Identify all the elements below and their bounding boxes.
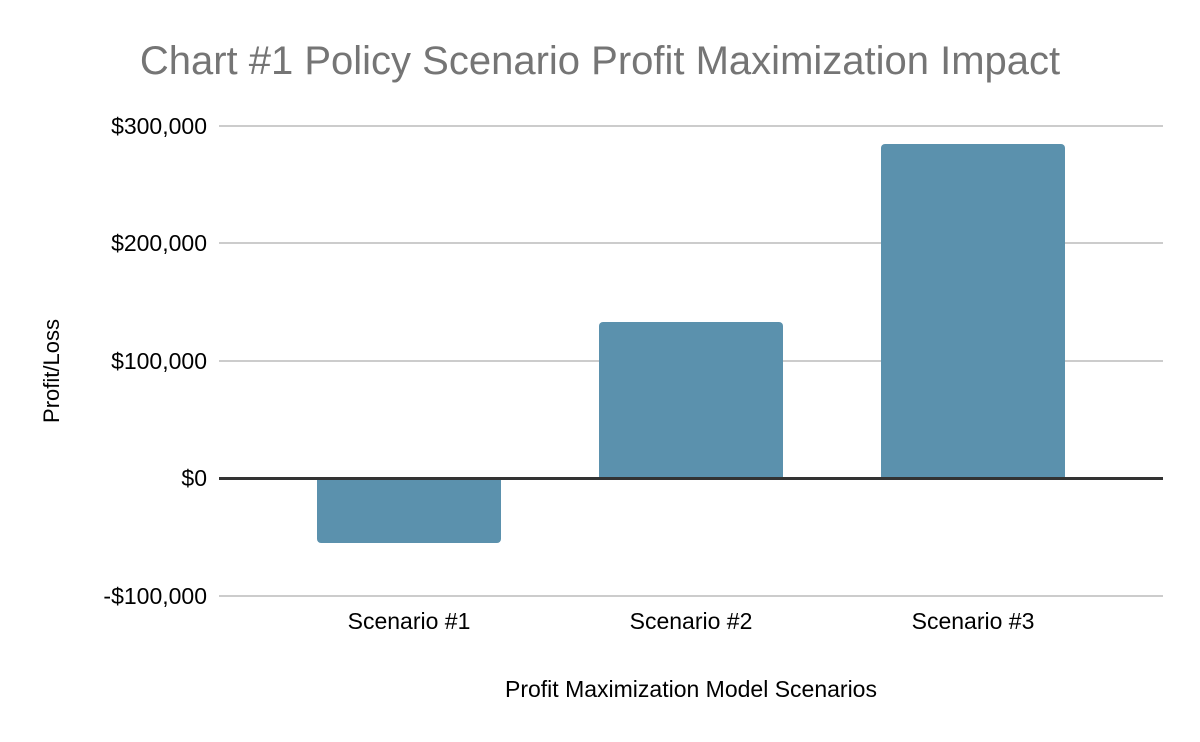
x-tick-label: Scenario #1 xyxy=(347,608,471,634)
gridline xyxy=(219,242,1163,244)
bar-scenario-1 xyxy=(317,478,501,543)
gridline xyxy=(219,125,1163,127)
x-tick-label: Scenario #3 xyxy=(911,608,1035,634)
zero-baseline xyxy=(219,477,1163,480)
y-tick-label: $0 xyxy=(181,465,207,491)
y-tick-label: $200,000 xyxy=(111,230,207,256)
chart-title: Chart #1 Policy Scenario Profit Maximiza… xyxy=(139,39,1061,83)
y-tick-label: $100,000 xyxy=(111,348,207,374)
bar-scenario-2 xyxy=(599,322,783,478)
x-tick-label: Scenario #2 xyxy=(629,608,753,634)
y-tick-label: $300,000 xyxy=(111,113,207,139)
gridline xyxy=(219,595,1163,597)
x-axis-title: Profit Maximization Model Scenarios xyxy=(505,676,877,702)
y-tick-label: -$100,000 xyxy=(103,583,207,609)
bar-scenario-3 xyxy=(881,144,1065,478)
